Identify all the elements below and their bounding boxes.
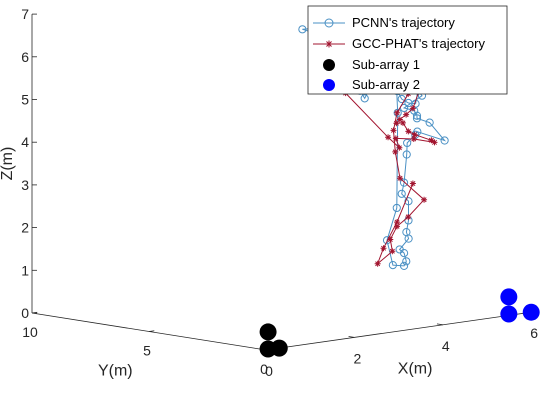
trajectory-point [360, 94, 369, 103]
legend-pcnn-marker [324, 18, 334, 28]
legend-gcc-phat-label: GCC-PHAT's trajectory [352, 36, 485, 51]
trajectory-point [397, 189, 406, 198]
legend-sub-array-2-label: Sub-array 2 [352, 77, 420, 92]
trajectory-point [421, 196, 428, 203]
trajectory-point [402, 257, 411, 266]
microphone-point [270, 339, 288, 357]
legend-star-glyph [325, 40, 333, 48]
trajectory-point [394, 109, 401, 116]
trajectory-point [399, 249, 409, 258]
trajectory-point [410, 135, 417, 142]
trajectory-point [399, 119, 406, 126]
trajectory-point [387, 236, 394, 243]
trajectory-point [396, 116, 403, 123]
trajectory-point [405, 128, 412, 135]
x-tick-mark [348, 336, 355, 338]
trajectory-point [399, 178, 409, 187]
z-tick-label: 3 [21, 177, 29, 193]
trajectory-point [412, 111, 422, 120]
z-tick-label: 5 [21, 92, 29, 108]
trajectory-point [404, 234, 413, 243]
series-gcc-phat-s-trajectory [342, 65, 438, 267]
x-axis-line [265, 311, 532, 351]
z-tick-label: 0 [21, 305, 29, 321]
trajectory-point [411, 131, 418, 138]
trajectory-point [405, 213, 412, 220]
trajectory-point [393, 120, 400, 127]
legend-sub-array-1-label: Sub-array 1 [352, 57, 420, 72]
trajectory-point [409, 180, 416, 187]
z-tick-label: 1 [21, 262, 29, 278]
trajectory-point [425, 118, 434, 127]
series-sub-array-2 [500, 288, 540, 323]
trajectory-point [411, 130, 420, 139]
x-tick-label: 6 [530, 325, 538, 341]
microphone-point [500, 288, 518, 306]
trajectory-point [397, 175, 404, 182]
x-tick-label: 2 [354, 350, 362, 366]
microphone-point [500, 305, 518, 323]
x-tick-label: 0 [265, 363, 273, 379]
trajectory-point [403, 138, 412, 148]
trajectory-point [431, 139, 438, 146]
z-tick-label: 2 [21, 220, 29, 236]
trajectory-point [394, 219, 401, 226]
legend-entry-gcc-phat: GCC-PHAT's trajectory [313, 36, 485, 51]
trajectory-point [392, 203, 401, 213]
x-tick-mark [436, 323, 443, 326]
trajectory-point [399, 261, 409, 271]
y-axis-title: Y(m) [98, 363, 133, 380]
z-axis-title: Z(m) [0, 147, 16, 181]
legend-sub-array-2-marker [323, 79, 335, 91]
trajectory-point [388, 260, 397, 270]
trajectory-point [392, 148, 399, 155]
trajectory-point [440, 136, 449, 145]
trajectory-point [396, 144, 403, 151]
legend: PCNN's trajectory GCC-PHAT's trajectory … [307, 5, 508, 95]
trajectory-point [385, 134, 392, 141]
y-tick-label: 5 [143, 343, 151, 359]
legend-pcnn-label: PCNN's trajectory [352, 15, 455, 30]
trajectory-point [390, 127, 397, 134]
trajectory-point [403, 111, 410, 118]
x-axis-title: X(m) [398, 360, 433, 377]
axes: 0 2 4 6 0 5 10 0 1 2 3 4 5 6 7 X(m) Y(m) Z(m) [0, 6, 538, 380]
microphone-point [259, 323, 277, 341]
trajectory-point [374, 260, 381, 267]
trajectory-point [428, 137, 435, 144]
x-tick-label: 4 [442, 338, 450, 354]
y-tick-mark [148, 330, 155, 332]
trajectory-point [380, 245, 387, 252]
legend-entry-sub-array-2: Sub-array 2 [323, 77, 420, 92]
y-tick-label: 0 [260, 361, 268, 377]
legend-gcc-phat-marker [325, 40, 333, 48]
legend-entry-sub-array-1: Sub-array 1 [323, 57, 420, 72]
legend-entry-pcnn: PCNN's trajectory [313, 15, 455, 30]
trajectory-point [298, 25, 307, 34]
legend-box [307, 5, 508, 95]
legend-sub-array-1-marker [323, 59, 335, 71]
y-tick-label: 10 [22, 324, 38, 340]
series-sub-array-1 [259, 323, 288, 358]
trajectory-line [344, 67, 435, 266]
trajectory-point [394, 223, 401, 230]
z-tick-label: 6 [21, 49, 29, 65]
trajectory-point [404, 197, 413, 206]
trajectory-point [412, 114, 422, 123]
trajectory-point [409, 105, 416, 112]
microphone-point [522, 303, 540, 321]
z-tick-label: 4 [21, 134, 29, 150]
trajectory-point [392, 135, 399, 142]
z-tick-label: 7 [21, 6, 29, 22]
trajectory-point [389, 248, 396, 255]
trajectory-point [402, 150, 411, 159]
